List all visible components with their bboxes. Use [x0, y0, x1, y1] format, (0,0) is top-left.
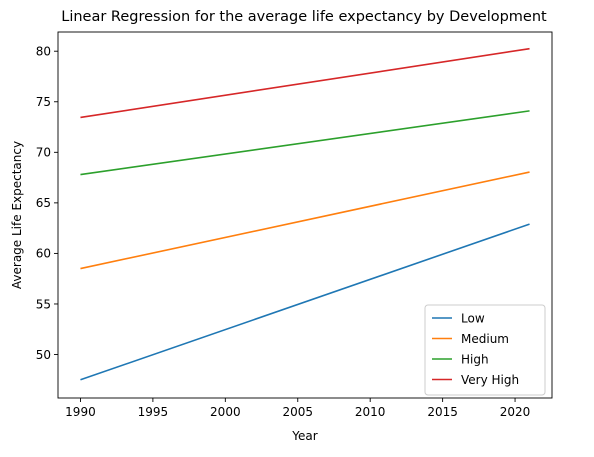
- y-axis: 50 55 60 65 70 75 80: [36, 45, 58, 362]
- y-tick-label: 75: [36, 95, 51, 109]
- y-tick-label: 60: [36, 247, 51, 261]
- legend-label: Low: [461, 311, 485, 325]
- x-tick-label: 2005: [282, 405, 313, 419]
- x-tick-label: 1990: [65, 405, 96, 419]
- chart-title: Linear Regression for the average life e…: [61, 9, 547, 25]
- x-axis-label: Year: [291, 429, 317, 443]
- y-tick-label: 55: [36, 297, 51, 311]
- y-tick-label: 65: [36, 196, 51, 210]
- x-tick-label: 2020: [500, 405, 531, 419]
- series-line-high: [80, 110, 530, 176]
- y-tick-label: 50: [36, 348, 51, 362]
- x-tick-label: 2000: [210, 405, 241, 419]
- series-line-medium: [80, 171, 530, 270]
- plot-frame: [57, 31, 553, 399]
- legend-label: Very High: [461, 373, 519, 387]
- legend-box: [424, 304, 546, 396]
- series-line-low: [80, 223, 530, 381]
- x-tick-label: 2010: [355, 405, 386, 419]
- plot-area: [80, 47, 530, 381]
- y-axis-label: Average Life Expectancy: [10, 141, 24, 289]
- legend-label: Medium: [461, 332, 509, 346]
- y-tick-label: 80: [36, 45, 51, 59]
- legend-label: High: [461, 352, 489, 366]
- x-tick-label: 2015: [427, 405, 458, 419]
- series-line-very-high: [80, 47, 530, 119]
- legend: Low Medium High Very High: [424, 304, 546, 396]
- x-tick-label: 1995: [138, 405, 169, 419]
- x-axis: 1990 1995 2000 2005 2010 2015 2020: [65, 398, 530, 419]
- y-tick-label: 70: [36, 146, 51, 160]
